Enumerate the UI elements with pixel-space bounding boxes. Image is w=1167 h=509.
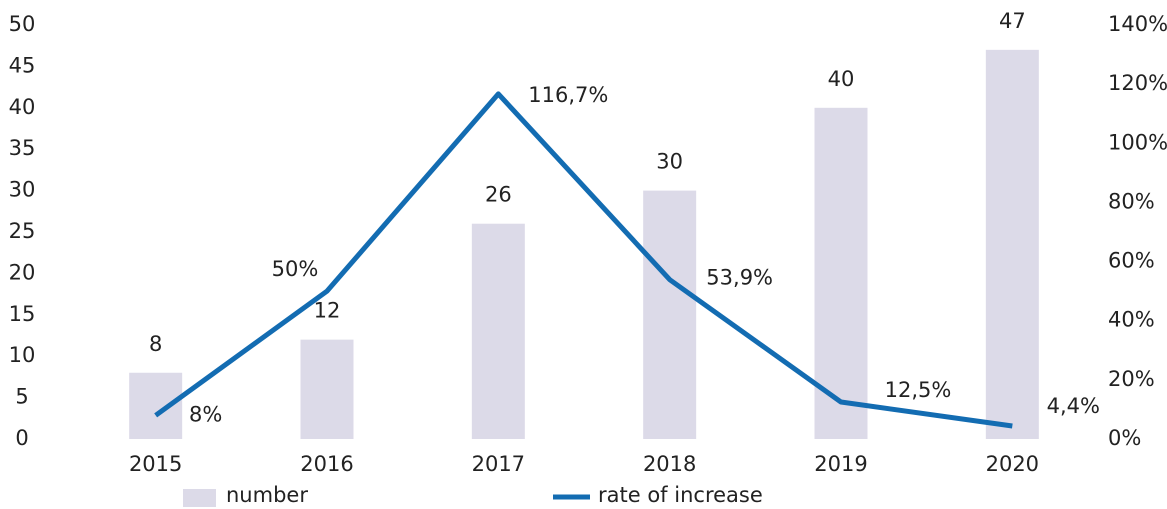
y-tick-label: 50 (9, 12, 36, 36)
bar (471, 223, 525, 439)
y-tick-label: 15 (9, 302, 36, 326)
x-tick-label: 2016 (300, 452, 353, 476)
x-tick-label: 2017 (472, 452, 525, 476)
line-value-label: 4,4% (1047, 394, 1100, 418)
bar-value-label: 30 (656, 150, 683, 174)
line-value-label: 12,5% (885, 378, 952, 402)
y-tick-label: 45 (9, 53, 36, 77)
bar-value-label: 40 (828, 67, 855, 91)
y2-tick-label: 20% (1108, 367, 1155, 391)
y2-tick-label: 40% (1108, 308, 1155, 332)
y2-tick-label: 0% (1108, 426, 1141, 450)
y-tick-label: 10 (9, 343, 36, 367)
y2-tick-label: 120% (1108, 71, 1167, 95)
y-tick-label: 35 (9, 136, 36, 160)
bar-value-label: 12 (314, 299, 341, 323)
bar-value-label: 8 (149, 332, 162, 356)
y2-tick-label: 60% (1108, 249, 1155, 273)
x-tick-label: 2018 (643, 452, 696, 476)
line-value-label: 116,7% (528, 83, 608, 107)
line-value-label: 50% (272, 257, 319, 281)
bar (300, 339, 354, 439)
y-tick-label: 40 (9, 95, 36, 119)
bar-value-label: 47 (999, 9, 1026, 33)
y-tick-label: 5 (15, 385, 28, 409)
bar (129, 372, 183, 439)
legend-swatch (183, 489, 216, 507)
line-value-label: 8% (189, 402, 222, 426)
y-tick-label: 30 (9, 178, 36, 202)
y2-tick-label: 80% (1108, 189, 1155, 213)
y2-tick-label: 140% (1108, 12, 1167, 36)
y-tick-label: 25 (9, 219, 36, 243)
bar (643, 190, 697, 439)
bar (814, 107, 868, 440)
x-tick-label: 2020 (986, 452, 1039, 476)
x-tick-label: 2019 (814, 452, 867, 476)
y-tick-label: 0 (15, 426, 28, 450)
bar-value-label: 26 (485, 183, 512, 207)
x-tick-label: 2015 (129, 452, 182, 476)
y-tick-label: 20 (9, 260, 36, 284)
bar (985, 49, 1039, 440)
legend-label: number (226, 483, 308, 507)
legend-label: rate of increase (598, 483, 763, 507)
line-value-label: 53,9% (706, 266, 773, 290)
line (154, 91, 1013, 429)
y2-tick-label: 100% (1108, 130, 1167, 154)
